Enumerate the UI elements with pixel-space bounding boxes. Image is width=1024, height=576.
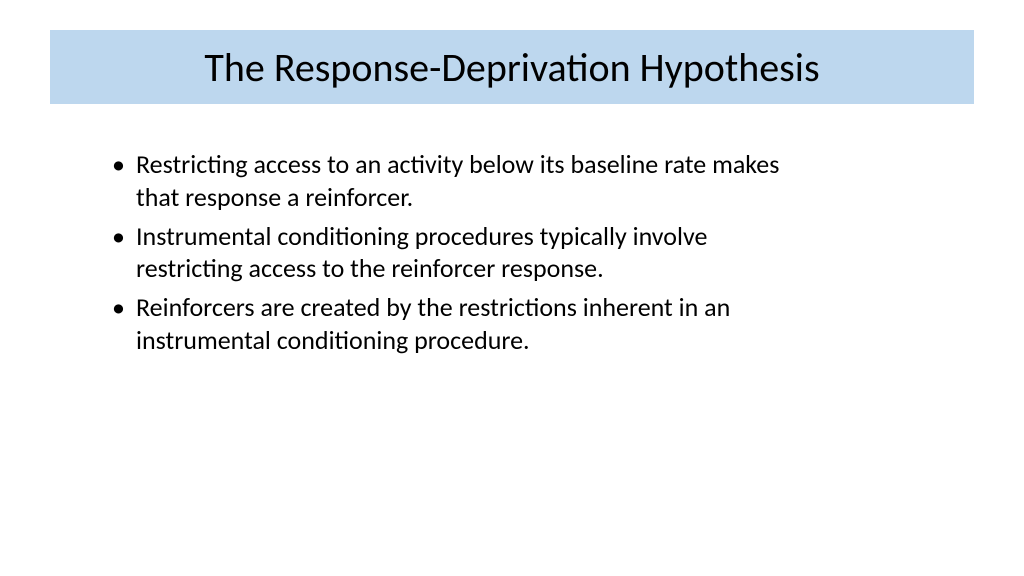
bullet-list: Restricting access to an activity below … (108, 148, 798, 357)
content-area: Restricting access to an activity below … (108, 148, 798, 363)
title-bar: The Response-Deprivation Hypothesis (50, 30, 974, 104)
bullet-item: Restricting access to an activity below … (108, 148, 798, 214)
bullet-item: Reinforcers are created by the restricti… (108, 291, 798, 357)
bullet-item: Instrumental conditioning procedures typ… (108, 220, 798, 286)
slide-container: The Response-Deprivation Hypothesis Rest… (0, 0, 1024, 576)
slide-title: The Response-Deprivation Hypothesis (204, 43, 819, 92)
